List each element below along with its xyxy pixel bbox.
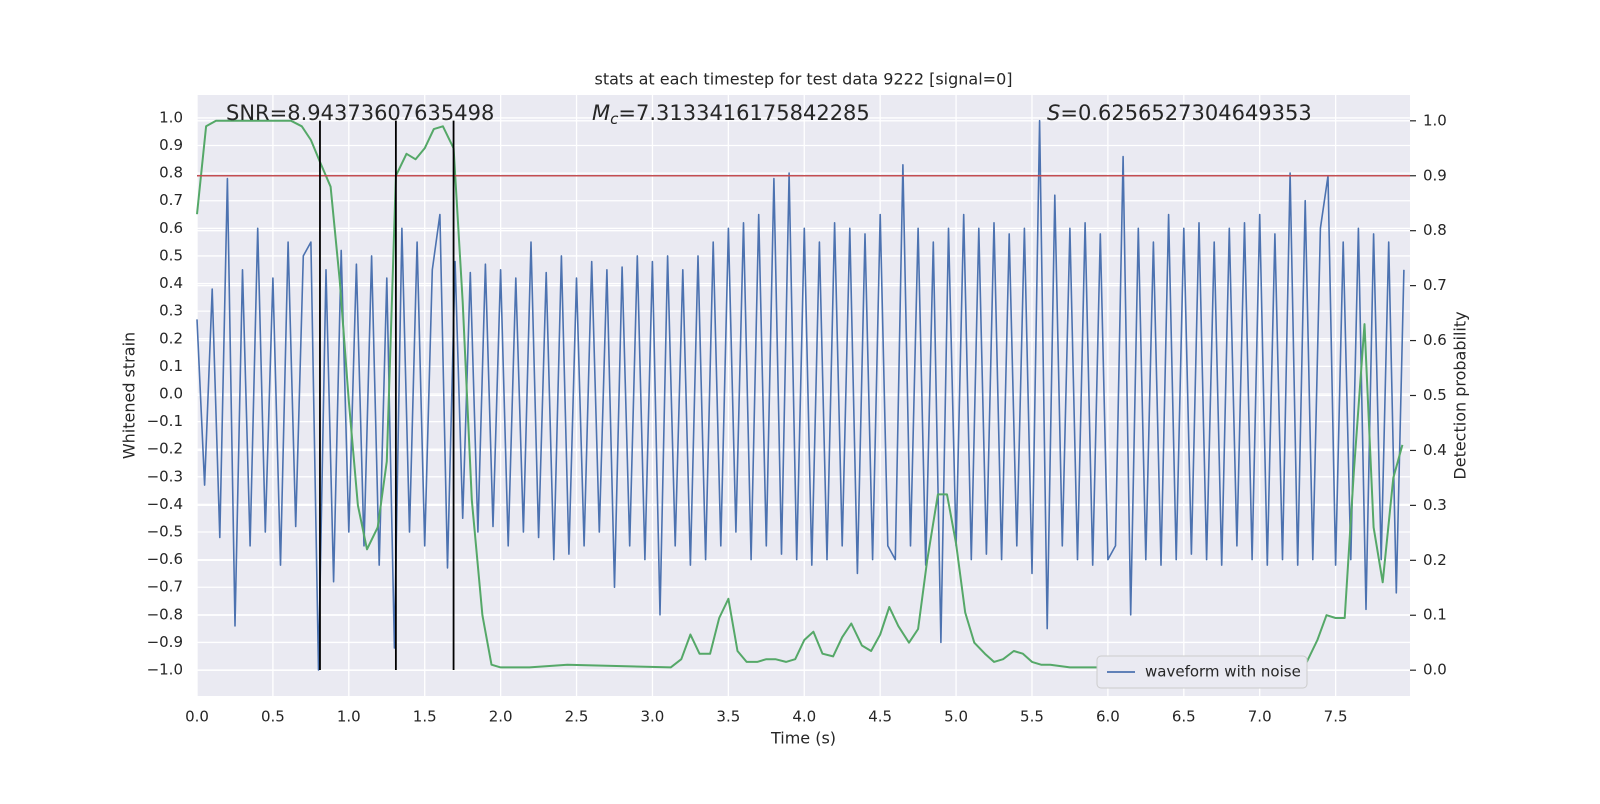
chart-title: stats at each timestep for test data 922…: [594, 70, 1012, 89]
x-axis-label: Time (s): [770, 729, 836, 748]
y-axis-label: Whitened strain: [120, 332, 139, 459]
x-tick-label: 0.0: [185, 708, 209, 726]
x-tick-label: 4.0: [792, 708, 816, 726]
annotation: SNR=8.94373607635498: [226, 101, 494, 125]
y2-tick-label: 0.0: [1423, 661, 1447, 679]
x-tick-label: 6.0: [1096, 708, 1120, 726]
y-tick-label: −0.6: [147, 550, 183, 568]
y-tick-label: 0.0: [159, 384, 183, 402]
y2-tick-label: 0.2: [1423, 551, 1447, 569]
x-tick-label: 7.0: [1248, 708, 1272, 726]
y-tick-label: 0.4: [159, 274, 183, 292]
y-tick-label: −0.5: [147, 523, 183, 541]
y-tick-label: 0.2: [159, 329, 183, 347]
annotation: Mc=7.3133416175842285: [592, 101, 870, 128]
annotation: S=0.6256527304649353: [1047, 101, 1312, 125]
y-tick-label: 0.6: [159, 219, 183, 237]
y2-tick-label: 0.3: [1423, 496, 1447, 514]
y-tick-label: 0.9: [159, 136, 183, 154]
y2-tick-label: 0.6: [1423, 331, 1447, 349]
x-tick-label: 5.0: [944, 708, 968, 726]
y-tick-label: 0.7: [159, 191, 183, 209]
y2-tick-label: 0.4: [1423, 441, 1447, 459]
x-tick-label: 4.5: [868, 708, 892, 726]
x-tick-label: 6.5: [1172, 708, 1196, 726]
y-tick-label: 0.3: [159, 302, 183, 320]
y2-tick-label: 0.7: [1423, 276, 1447, 294]
x-tick-label: 1.5: [413, 708, 437, 726]
y2-tick-label: 0.5: [1423, 386, 1447, 404]
y-tick-label: 0.5: [159, 246, 183, 264]
y-tick-label: −1.0: [147, 661, 183, 679]
y2-tick-label: 0.1: [1423, 606, 1447, 624]
x-tick-label: 2.0: [489, 708, 513, 726]
series-line: [196, 119, 1405, 671]
x-tick-label: 7.5: [1324, 708, 1348, 726]
annotation-symbol: M: [592, 101, 610, 125]
x-tick-label: 1.0: [337, 708, 361, 726]
series-line: [196, 119, 1404, 669]
y-tick-label: 0.8: [159, 164, 183, 182]
x-tick-label: 2.5: [565, 708, 589, 726]
y-tick-label: −0.8: [147, 605, 183, 623]
y2-tick-label: 1.0: [1423, 111, 1447, 129]
x-tick-label: 5.5: [1020, 708, 1044, 726]
y-tick-label: −0.2: [147, 440, 183, 458]
y2-tick-label: 0.9: [1423, 166, 1447, 184]
legend-label: waveform with noise: [1145, 663, 1301, 681]
y-tick-label: 1.0: [159, 108, 183, 126]
x-tick-label: 0.5: [261, 708, 285, 726]
annotation-text: =0.6256527304649353: [1060, 101, 1311, 125]
y-tick-label: 0.1: [159, 357, 183, 375]
annotation-subscript: c: [610, 110, 619, 128]
y-tick-label: −0.3: [147, 467, 183, 485]
annotation-symbol: S: [1047, 101, 1060, 125]
y-tick-label: −0.1: [147, 412, 183, 430]
y2-tick-label: 0.8: [1423, 221, 1447, 239]
y-tick-label: −0.9: [147, 633, 183, 651]
x-tick-label: 3.5: [716, 708, 740, 726]
y2-axis-label: Detection probability: [1451, 311, 1470, 479]
legend-box: [1096, 655, 1308, 689]
x-tick-label: 3.0: [641, 708, 665, 726]
annotation-text: SNR=8.94373607635498: [226, 101, 494, 125]
y-tick-label: −0.4: [147, 495, 183, 513]
annotation-text: =7.3133416175842285: [618, 101, 869, 125]
y-tick-label: −0.7: [147, 578, 183, 596]
